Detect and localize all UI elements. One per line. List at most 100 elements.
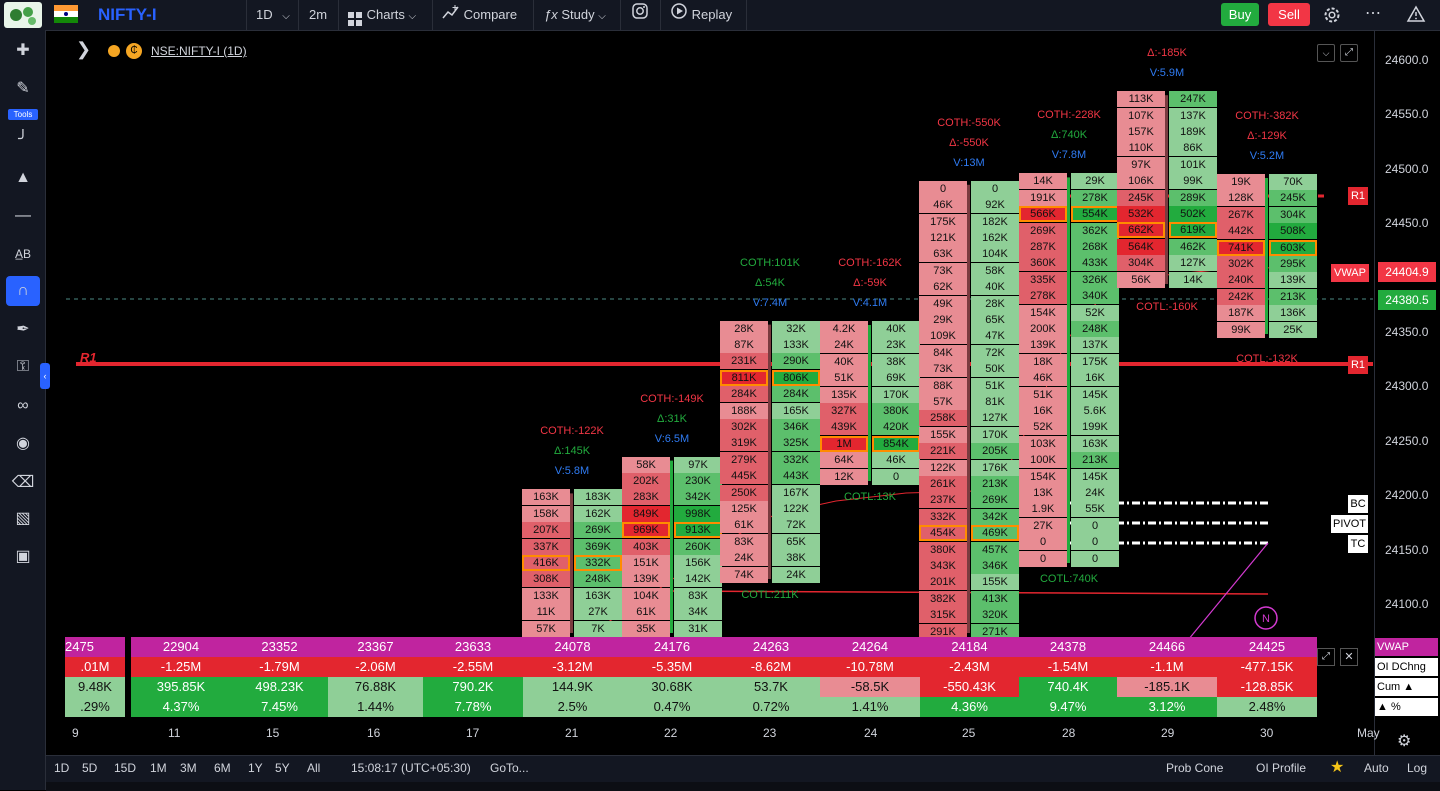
column-annotation: COTH:-382K: [1235, 110, 1299, 122]
favorite-star-icon[interactable]: ★: [1330, 759, 1345, 776]
table-cell: -1.79M: [231, 657, 328, 677]
cotl-annotation: COTL:740K: [1039, 573, 1099, 585]
table-cell: 1.44%: [328, 697, 423, 717]
buy-volume-cell: 213K: [971, 476, 1019, 492]
sell-volume-cell: 454K: [919, 525, 967, 542]
collapse-panel-icon[interactable]: ⌵: [1317, 44, 1335, 62]
buy-volume-cell: 50K: [971, 361, 1019, 378]
sell-volume-cell: 46K: [919, 197, 967, 214]
buy-volume-cell: 52K: [1071, 304, 1119, 321]
range-6m-button[interactable]: 6M: [214, 761, 231, 775]
pencil-icon[interactable]: ✎: [16, 80, 30, 97]
sell-volume-cell: 139K: [1019, 337, 1067, 354]
compare-button[interactable]: Compare: [442, 0, 517, 30]
range-1y-button[interactable]: 1Y: [248, 761, 263, 775]
interval-2m-button[interactable]: 2m: [309, 7, 328, 22]
column-annotation: Δ:-59K: [853, 277, 887, 289]
range-5d-button[interactable]: 5D: [82, 761, 98, 775]
table-maximize-icon[interactable]: ⤢: [1317, 648, 1335, 666]
sell-volume-cell: 46K: [1019, 370, 1067, 387]
screenshot-icon[interactable]: ▣: [15, 548, 31, 565]
side-collapse-tab-icon[interactable]: ‹: [40, 363, 50, 389]
buy-volume-cell: 69K: [872, 370, 920, 387]
measure-line-icon[interactable]: —: [15, 207, 31, 224]
time-tick: May: [1357, 726, 1380, 740]
lock-icon[interactable]: ⚿: [16, 358, 30, 375]
ruler-icon[interactable]: ▧: [15, 510, 31, 527]
brush-icon[interactable]: ✒: [16, 321, 30, 338]
sell-volume-cell: 16K: [1019, 403, 1067, 419]
symbol-search[interactable]: NIFTY-I: [98, 5, 157, 24]
app-logo[interactable]: [4, 2, 42, 28]
table-cell: 23352: [231, 637, 328, 657]
buy-button[interactable]: Buy: [1221, 3, 1259, 26]
range-all-button[interactable]: All: [307, 761, 321, 775]
tools-badge: Tools: [8, 109, 38, 120]
charts-button[interactable]: Charts ⌵: [347, 0, 416, 30]
replay-button[interactable]: Replay: [670, 0, 732, 30]
sell-volume-cell: 242K: [1217, 288, 1265, 305]
sell-button[interactable]: Sell: [1268, 3, 1310, 26]
study-button[interactable]: ƒx Study ⌵: [544, 0, 606, 30]
range-15d-button[interactable]: 15D: [114, 761, 137, 775]
text-tool-icon[interactable]: A̲B: [14, 247, 31, 261]
sell-volume-cell: 135K: [820, 386, 868, 403]
price-axis[interactable]: 24600.024550.024500.024450.024400.024350…: [1374, 31, 1440, 755]
table-close-icon[interactable]: ✕: [1340, 648, 1358, 666]
link-icon[interactable]: ∞: [17, 397, 29, 414]
sell-volume-cell: 51K: [1019, 386, 1067, 403]
trash-icon[interactable]: ⌫: [11, 474, 35, 491]
range-3m-button[interactable]: 3M: [180, 761, 197, 775]
pattern-icon[interactable]: ▲: [15, 169, 31, 186]
sell-volume-cell: 250K: [720, 484, 768, 501]
maximize-panel-icon[interactable]: ⤢: [1340, 44, 1358, 62]
log-scale-button[interactable]: Log: [1407, 761, 1428, 775]
charts-label: Charts: [366, 7, 405, 22]
expand-legend-chevron-icon[interactable]: ❯: [76, 39, 92, 59]
alert-warning-icon[interactable]: [1406, 5, 1426, 28]
time-tick: 29: [1161, 726, 1175, 740]
table-cell: -2.06M: [328, 657, 423, 677]
sell-volume-cell: 52K: [1019, 419, 1067, 436]
buy-volume-cell: 420K: [872, 419, 920, 436]
table-row: 9.48K 395.85K 498.23K 76.88K 790.2K 144.9K 30.…: [65, 677, 1317, 697]
legend-symbol[interactable]: NSE:NIFTY-I (1D): [151, 44, 247, 58]
buy-volume-cell: 170K: [872, 386, 920, 403]
more-options-icon[interactable]: ⋯: [1365, 5, 1381, 22]
range-1d-button[interactable]: 1D: [54, 761, 70, 775]
table-cell: 24378: [1019, 637, 1117, 657]
crosshair-icon[interactable]: ✚: [16, 42, 30, 59]
price-tick: 24450.0: [1385, 216, 1429, 231]
buy-volume-cell: 34K: [674, 604, 722, 621]
candle-wick: [868, 325, 871, 481]
range-1m-button[interactable]: 1M: [150, 761, 167, 775]
range-5y-button[interactable]: 5Y: [275, 761, 290, 775]
buy-volume-cell: 137K: [1169, 107, 1217, 124]
trend-line-icon[interactable]: ╯: [18, 131, 28, 148]
sell-volume-cell: 287K: [1019, 239, 1067, 255]
interval-select[interactable]: 1D ⌵: [256, 0, 290, 30]
chart-area[interactable]: N R1 ❯ ₵ NSE:NIFTY-I (1D) ⌵ ⤢ ‹ ‹ 163K18…: [40, 31, 1431, 755]
magnet-icon[interactable]: ∩: [6, 276, 40, 306]
n-badge: N: [1262, 613, 1270, 625]
buy-volume-cell: 260K: [674, 538, 722, 555]
buy-volume-cell: 182K: [971, 213, 1019, 230]
buy-volume-cell: 346K: [772, 419, 820, 435]
auto-scale-button[interactable]: Auto: [1364, 761, 1389, 775]
compare-label: Compare: [463, 7, 518, 22]
candle-wick: [768, 324, 771, 579]
table-cell: -8.62M: [722, 657, 820, 677]
sell-volume-cell: 4.2K: [820, 321, 868, 337]
instagram-button[interactable]: [631, 0, 649, 30]
currency-c-icon: ₵: [126, 43, 142, 59]
goto-button[interactable]: GoTo...: [490, 761, 529, 775]
buy-volume-cell: 122K: [772, 501, 820, 517]
table-cell: -185.1K: [1117, 677, 1217, 697]
time-axis[interactable]: 9 11 15 16 17 21 22 23 24 25 28 29 30 May: [46, 722, 1380, 744]
column-annotation: V:5.9M: [1149, 67, 1185, 80]
oi-profile-button[interactable]: OI Profile: [1256, 761, 1307, 775]
eye-icon[interactable]: ◉: [16, 435, 30, 452]
prob-cone-button[interactable]: Prob Cone: [1166, 761, 1224, 775]
settings-gear-icon[interactable]: [1322, 5, 1342, 25]
time-axis-settings-icon[interactable]: ⚙: [1397, 733, 1412, 750]
